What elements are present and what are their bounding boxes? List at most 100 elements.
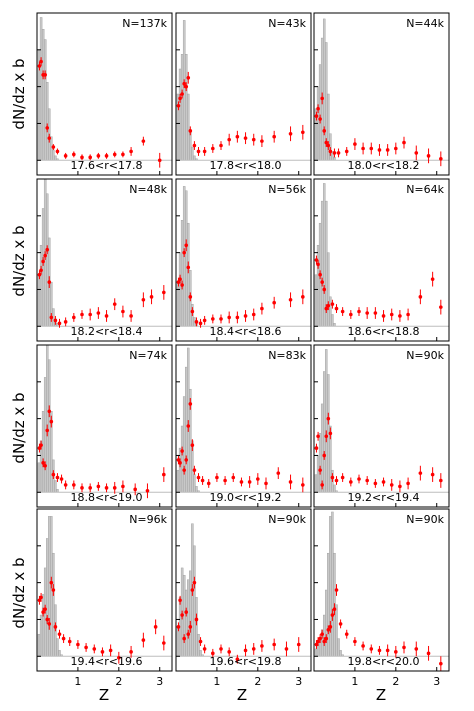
panel-frame: [36, 12, 173, 176]
data-point: [112, 486, 117, 490]
panel-frame: [175, 12, 312, 176]
data-point: [426, 154, 431, 158]
data-point: [235, 134, 240, 139]
panel-background: [37, 179, 172, 341]
histogram-bar: [52, 149, 55, 161]
panel-count-label: N=90k: [268, 513, 306, 526]
data-point: [121, 484, 125, 489]
panel-magnitude-label: 18.0<r<18.2: [348, 159, 420, 172]
data-point: [320, 483, 324, 487]
data-point: [320, 280, 324, 284]
data-point: [61, 636, 66, 641]
histogram-bar: [58, 650, 61, 657]
data-point: [67, 639, 72, 644]
panel-magnitude-label: 17.8<r<18.0: [210, 159, 282, 172]
data-point: [328, 625, 333, 629]
data-point: [381, 480, 386, 484]
histogram-bar: [176, 469, 180, 493]
data-point: [63, 320, 68, 324]
data-point: [301, 130, 305, 135]
data-point: [80, 312, 84, 317]
data-point: [129, 314, 133, 318]
histogram-bar: [187, 222, 190, 327]
panel-frame: [313, 178, 450, 342]
data-point: [231, 475, 236, 480]
panel: N=44k 18.0<r<18.2: [313, 12, 450, 176]
data-point: [198, 321, 203, 326]
histogram-bar: [337, 638, 340, 657]
data-point: [316, 639, 320, 644]
y-axis-label: dN/dz x b: [10, 224, 28, 297]
data-point: [178, 598, 182, 603]
data-point: [96, 311, 101, 315]
data-point: [43, 463, 47, 468]
panel: N=90k 19.2<r<19.4: [313, 344, 450, 508]
panel-count-label: N=90k: [406, 513, 444, 526]
histogram-bar: [316, 644, 320, 657]
data-point: [430, 472, 435, 477]
data-point: [385, 648, 390, 653]
histogram-bar: [180, 220, 184, 327]
histogram-bar: [316, 455, 320, 493]
data-point: [430, 277, 435, 281]
data-point: [180, 283, 184, 287]
data-point: [104, 486, 109, 490]
panel: N=74k 18.8<r<19.0: [36, 344, 173, 508]
data-point: [47, 280, 52, 284]
histogram-bar: [185, 589, 188, 657]
panel: N=64k 18.6<r<18.8: [313, 178, 450, 342]
histogram-bar: [180, 54, 184, 161]
data-point: [211, 651, 215, 656]
data-point: [55, 475, 60, 480]
data-point: [196, 149, 201, 154]
panel: N=48k 18.2<r<18.4: [36, 178, 173, 342]
data-point: [176, 458, 181, 462]
data-point: [235, 315, 240, 320]
histogram-bar: [320, 403, 324, 493]
data-point: [251, 312, 256, 317]
histogram-bar: [178, 447, 182, 493]
histogram-bar: [325, 589, 328, 657]
data-point: [288, 297, 293, 302]
panel-magnitude-label: 19.2<r<19.4: [348, 491, 420, 504]
data-point: [353, 142, 357, 146]
panel-count-label: N=48k: [129, 183, 167, 196]
histogram-bar: [189, 570, 192, 657]
data-point: [178, 277, 182, 281]
data-point: [88, 486, 92, 490]
histogram-bar: [46, 344, 49, 493]
data-point: [251, 647, 256, 651]
data-point: [45, 617, 50, 622]
panel-frame: [36, 178, 173, 342]
data-point: [272, 300, 276, 305]
data-point: [219, 317, 223, 321]
data-point: [104, 154, 109, 158]
data-point: [186, 632, 191, 636]
data-point: [104, 314, 109, 318]
data-point: [49, 419, 54, 424]
data-point: [182, 468, 186, 472]
histogram-bar: [199, 650, 202, 657]
histogram-bar: [182, 396, 186, 493]
histogram-bar: [193, 155, 196, 161]
data-point: [200, 478, 205, 483]
histogram-bar: [320, 200, 324, 327]
data-point: [133, 487, 137, 492]
data-point: [318, 636, 322, 641]
data-point: [328, 149, 333, 154]
data-point: [318, 272, 322, 277]
data-point: [39, 595, 43, 600]
data-point: [53, 625, 58, 629]
data-point: [243, 314, 248, 318]
data-point: [256, 477, 260, 481]
data-point: [414, 647, 419, 651]
data-point: [264, 481, 268, 486]
panel-magnitude-label: 19.6<r<19.8: [210, 655, 282, 668]
panel-count-label: N=44k: [406, 17, 444, 30]
data-point: [162, 641, 166, 645]
data-point: [47, 136, 52, 140]
x-axis-label: Z: [236, 686, 248, 704]
histogram-bar: [185, 190, 188, 327]
data-point: [202, 149, 207, 154]
